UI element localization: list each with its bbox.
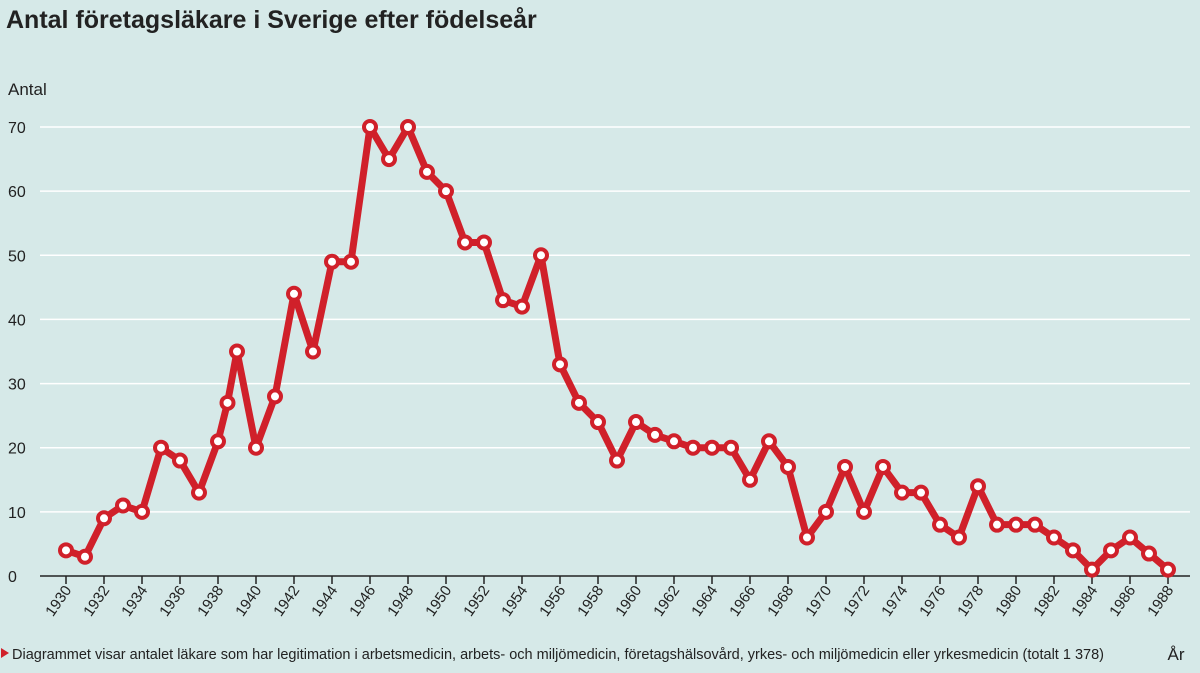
y-tick-label: 20 — [8, 441, 26, 458]
data-point — [476, 234, 492, 251]
data-point — [457, 234, 473, 251]
data-point — [229, 343, 245, 360]
data-point — [799, 529, 815, 546]
data-point — [248, 439, 264, 456]
data-point — [58, 542, 74, 559]
data-point — [723, 439, 739, 456]
data-point — [1046, 529, 1062, 546]
data-point — [609, 452, 625, 469]
x-axis-label: År — [1168, 645, 1185, 664]
footnote: Diagrammet visar antalet läkare som har … — [12, 647, 1104, 663]
data-point — [1027, 516, 1043, 533]
data-point — [951, 529, 967, 546]
y-tick-label: 60 — [8, 184, 26, 201]
data-point — [514, 298, 530, 315]
data-point — [362, 119, 378, 135]
data-point — [400, 119, 416, 135]
data-point — [191, 484, 207, 501]
data-point — [134, 503, 150, 520]
y-tick-label: 30 — [8, 377, 26, 394]
y-tick-label: 10 — [8, 505, 26, 522]
data-point — [818, 503, 834, 520]
data-point — [571, 394, 587, 411]
data-point — [286, 285, 302, 302]
data-point — [1008, 516, 1024, 533]
data-point — [115, 497, 131, 514]
y-axis-label: Antal — [8, 80, 47, 99]
data-point — [1065, 542, 1081, 559]
data-point — [628, 414, 644, 431]
data-point — [343, 253, 359, 270]
chart-title: Antal företagsläkare i Sverige efter föd… — [6, 6, 537, 34]
data-point — [894, 484, 910, 501]
data-point — [913, 484, 929, 501]
data-point — [210, 433, 226, 450]
data-point — [590, 414, 606, 431]
data-point — [381, 151, 397, 168]
data-point — [856, 503, 872, 520]
data-point — [970, 478, 986, 495]
footnote-marker — [1, 648, 9, 658]
data-point — [153, 439, 169, 456]
data-point — [1122, 529, 1138, 546]
data-point — [267, 388, 283, 405]
data-point — [419, 163, 435, 180]
data-point — [1160, 561, 1176, 578]
data-point — [552, 356, 568, 373]
data-point — [837, 458, 853, 475]
data-point — [761, 433, 777, 450]
data-point — [219, 394, 236, 411]
data-point — [77, 548, 93, 565]
y-tick-label: 0 — [8, 569, 17, 586]
data-point — [704, 439, 720, 456]
data-point — [1084, 561, 1100, 578]
data-point — [96, 510, 112, 527]
data-point — [666, 433, 682, 450]
data-point — [324, 253, 340, 270]
data-point — [685, 439, 701, 456]
data-point — [305, 343, 321, 360]
y-tick-label: 40 — [8, 312, 26, 329]
data-point — [172, 452, 188, 469]
data-point — [932, 516, 948, 533]
y-tick-label: 70 — [8, 120, 26, 137]
data-point — [1103, 542, 1119, 559]
y-tick-label: 50 — [8, 248, 26, 265]
data-point — [742, 471, 758, 488]
data-point — [495, 292, 511, 309]
data-point — [780, 458, 796, 475]
data-point — [875, 458, 891, 475]
data-point — [989, 516, 1005, 533]
data-point — [438, 183, 454, 200]
data-point — [1141, 545, 1157, 562]
data-point — [647, 426, 663, 443]
data-point — [533, 247, 549, 264]
